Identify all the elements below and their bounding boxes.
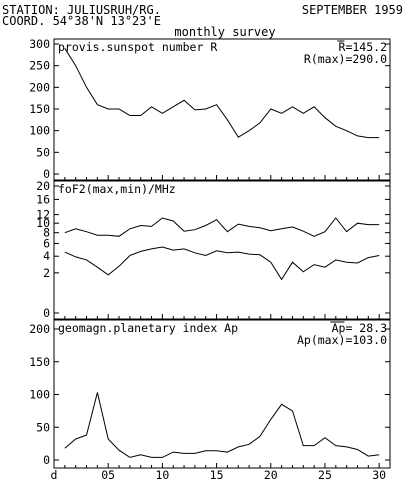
panel-2-series-1-line (64, 217, 380, 237)
panel-1-annotation: R(max)=290.0 (304, 52, 387, 66)
panel-1-ytick-label: 0 (43, 167, 50, 181)
panel-3-annotation: Ap= 28.3 (332, 321, 387, 335)
panel-3-annotation: Ap(max)=103.0 (297, 333, 387, 347)
panel-2-ytick-label: 16 (36, 192, 50, 206)
panel-2-frame (53, 180, 391, 320)
station-label: STATION: JULIUSRUH/RG. (2, 3, 161, 17)
panel-1-series-1-line (64, 48, 380, 139)
panel-3-series-1-line (64, 392, 380, 458)
panel-3-ytick-label: 150 (29, 355, 50, 369)
panel-2-ytick-label: 6 (43, 236, 50, 250)
panel-1-ytick-label: 100 (29, 124, 50, 138)
panel-2-title: foF2(max,min)/MHz (58, 182, 176, 196)
panel-2-ytick-label: 10 (36, 216, 50, 230)
panel-1-title: provis.sunspot number R (58, 40, 217, 54)
panel-2-ytick-label: 20 (36, 179, 50, 193)
panel-1-ytick-label: 250 (29, 59, 50, 73)
panel-2-series-2-line (64, 246, 380, 281)
panel-1-ytick-label: 300 (29, 37, 50, 51)
panel-2-ytick-label: 0 (43, 306, 50, 320)
coordinates-label: COORD. 54°38'N 13°23'E (2, 14, 161, 28)
panel-1-ytick-label: 150 (29, 102, 50, 116)
panel-3-xtick-label: 05 (101, 468, 115, 480)
panel-2-ytick-label: 8 (43, 226, 50, 240)
panel-1-ytick-label: 50 (36, 145, 50, 159)
survey-title: monthly survey (174, 25, 275, 39)
panel-3-xtick-label: 30 (372, 468, 386, 480)
panel-3-xtick-label: 25 (318, 468, 332, 480)
panel-3-xtick-label: 15 (210, 468, 224, 480)
panel-2-ytick-label: 12 (36, 208, 50, 222)
panel-1-annotation: R=145.2 (339, 40, 387, 54)
panel-3-ytick-label: 200 (29, 322, 50, 336)
panel-3-xtick-label: 10 (155, 468, 169, 480)
month-year-label: SEPTEMBER 1959 (302, 3, 403, 17)
panel-3-xtick-label: 20 (264, 468, 278, 480)
panel-1-ytick-label: 200 (29, 80, 50, 94)
panel-3-ytick-label: 50 (36, 420, 50, 434)
panel-3-xtick-label: d (51, 468, 58, 480)
panel-2-ytick-label: 2 (43, 266, 50, 280)
panel-3-title: geomagn.planetary index Ap (58, 321, 238, 335)
panel-3-ytick-label: 0 (43, 453, 50, 467)
panel-3-ytick-label: 100 (29, 388, 50, 402)
panel-2-ytick-label: 4 (43, 249, 50, 263)
